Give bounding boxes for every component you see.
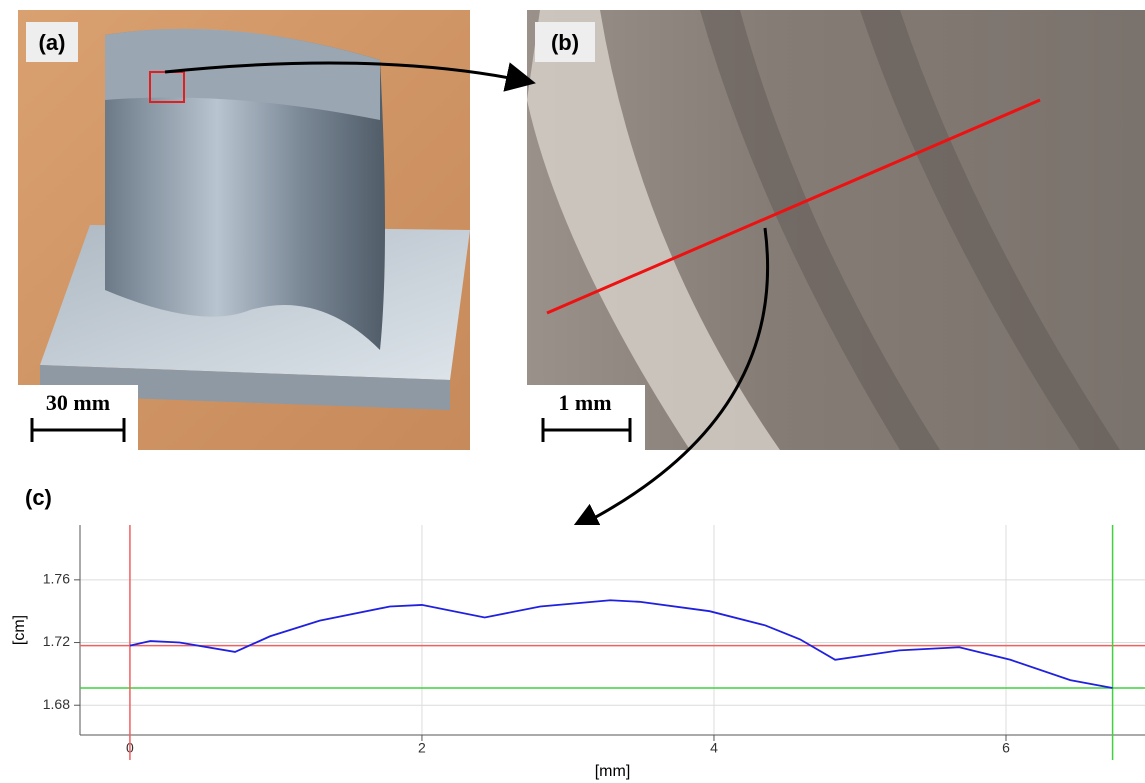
scale-bar-label: 30 mm: [46, 390, 110, 415]
scale-bar-label: 1 mm: [558, 390, 611, 415]
x-axis-label: [mm]: [595, 763, 631, 780]
x-tick-label: 6: [1002, 740, 1010, 756]
figure: (a) 30 mm (b) 1 mm (c) 1.681.721.760246[…: [0, 0, 1145, 783]
y-axis-label: [cm]: [11, 615, 28, 645]
photo-b: (b) 1 mm: [527, 10, 1145, 450]
panel-label: (b): [551, 30, 579, 55]
panel-label: (c): [25, 485, 52, 510]
y-tick-label: 1.76: [43, 571, 70, 587]
y-tick-label: 1.68: [43, 696, 70, 712]
y-tick-label: 1.72: [43, 633, 70, 649]
chart: 1.681.721.760246[mm][cm]: [11, 525, 1145, 780]
x-tick-label: 2: [418, 740, 426, 756]
page: (a) 30 mm (b) 1 mm (c) 1.681.721.760246[…: [0, 0, 1145, 783]
x-tick-label: 4: [710, 740, 718, 756]
photo-a: (a) 30 mm: [18, 10, 470, 450]
panel-label: (a): [39, 30, 66, 55]
plot-area: [80, 525, 1145, 735]
